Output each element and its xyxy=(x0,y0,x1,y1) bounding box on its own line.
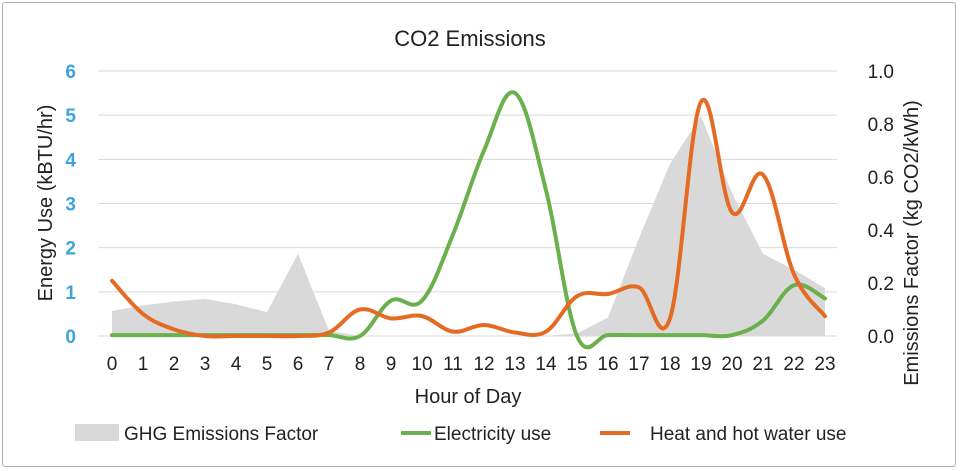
left-tick-label: 4 xyxy=(65,150,76,171)
x-tick-label: 5 xyxy=(262,354,273,375)
right-tick-label: 1.0 xyxy=(868,62,894,83)
x-tick-label: 23 xyxy=(814,354,835,375)
area-layer xyxy=(112,116,825,336)
x-axis-label: Hour of Day xyxy=(415,386,522,408)
x-tick-label: 0 xyxy=(107,354,118,375)
x-tick-label: 11 xyxy=(443,354,463,375)
x-tick-label: 10 xyxy=(411,354,432,375)
right-tick-label: 0.0 xyxy=(868,327,894,348)
series-area-0 xyxy=(112,116,825,336)
x-tick-label: 8 xyxy=(355,354,366,375)
x-axis-ticks: 0 1 2 3 4 5 6 7 8 9 10 11 12 13 14 15 16 17 18 19 20 21 22 23 xyxy=(107,354,836,375)
right-axis-label: Emissions Factor (kg CO2/kWh) xyxy=(901,100,923,386)
left-tick-label: 6 xyxy=(65,62,76,83)
x-tick-label: 20 xyxy=(721,354,742,375)
x-tick-label: 16 xyxy=(597,354,618,375)
right-tick-label: 0.4 xyxy=(868,221,895,242)
legend-label: GHG Emissions Factor xyxy=(124,424,319,445)
x-tick-label: 14 xyxy=(535,354,557,375)
x-tick-label: 9 xyxy=(386,354,397,375)
legend: GHG Emissions Factor Electricity use Heat … xyxy=(75,424,846,445)
series-line-2 xyxy=(110,97,827,339)
right-tick-label: 0.6 xyxy=(868,168,894,189)
line-layer xyxy=(110,90,827,350)
x-tick-label: 19 xyxy=(690,354,711,375)
left-tick-label: 0 xyxy=(65,327,76,348)
left-tick-label: 2 xyxy=(65,239,76,260)
right-tick-label: 0.8 xyxy=(868,115,894,136)
chart-title: CO2 Emissions xyxy=(394,26,546,51)
x-tick-label: 18 xyxy=(659,354,680,375)
right-axis-ticks: 0.0 0.2 0.4 0.6 0.8 1.0 xyxy=(868,62,895,348)
left-axis-ticks: 0 1 2 3 4 5 6 xyxy=(65,62,76,348)
left-tick-label: 3 xyxy=(65,195,76,216)
left-axis-label: Energy Use (kBTU/hr) xyxy=(35,105,57,302)
x-tick-label: 7 xyxy=(324,354,335,375)
x-tick-label: 12 xyxy=(473,354,494,375)
x-tick-label: 21 xyxy=(752,354,773,375)
x-tick-label: 17 xyxy=(628,354,649,375)
x-tick-label: 15 xyxy=(566,354,587,375)
legend-swatch-area xyxy=(75,424,119,441)
x-tick-label: 2 xyxy=(169,354,180,375)
left-tick-label: 5 xyxy=(65,106,76,127)
right-tick-label: 0.2 xyxy=(868,274,894,295)
x-tick-label: 6 xyxy=(293,354,304,375)
x-tick-label: 22 xyxy=(783,354,804,375)
x-tick-label: 1 xyxy=(138,354,149,375)
x-tick-label: 3 xyxy=(200,354,211,375)
legend-label: Electricity use xyxy=(434,424,551,445)
left-tick-label: 1 xyxy=(65,283,76,304)
legend-label: Heat and hot water use xyxy=(650,424,846,445)
x-tick-label: 13 xyxy=(504,354,525,375)
x-tick-label: 4 xyxy=(231,354,242,375)
